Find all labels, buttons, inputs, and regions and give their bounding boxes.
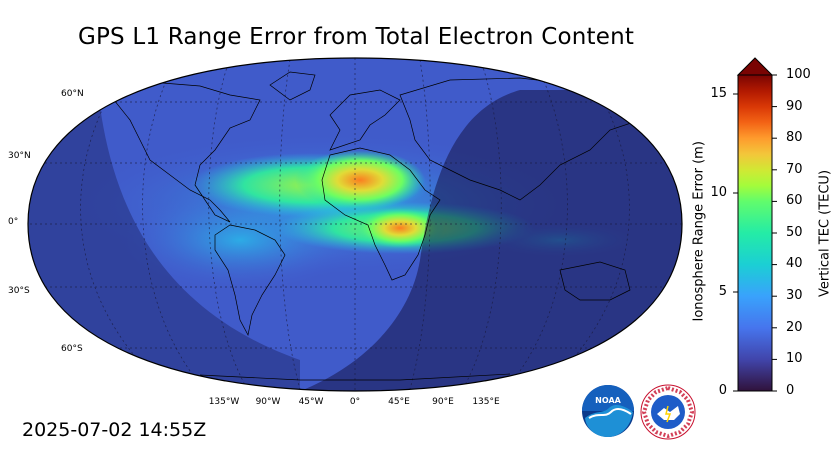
- lon-label-45e: 45°E: [388, 397, 410, 407]
- lon-label-45w: 45°W: [298, 397, 324, 407]
- cb-left-tick-15: 15: [710, 86, 727, 101]
- cb-right-tick-80: 80: [786, 130, 803, 145]
- cb-right-tick-70: 70: [786, 162, 803, 177]
- cb-right-tick-60: 60: [786, 193, 803, 208]
- lon-label-0: 0°: [349, 397, 361, 407]
- cb-right-tick-30: 30: [786, 288, 803, 303]
- coastlines: [109, 71, 641, 381]
- lat-label-60s: 60°S: [61, 344, 83, 354]
- lon-label-90w: 90°W: [255, 397, 281, 407]
- colorbar: [733, 57, 777, 392]
- lat-label-equator: 0°: [8, 217, 19, 227]
- colorbar-extend-arrow: [736, 57, 774, 76]
- night-shade-east: [290, 90, 682, 391]
- cb-left-tick-5: 5: [718, 284, 727, 299]
- cb-right-tick-90: 90: [786, 99, 803, 114]
- noaa-logo-text: NOAA: [595, 396, 621, 405]
- colorbar-left-label: Ionosphere Range Error (m): [691, 141, 707, 322]
- globe-field: [28, 58, 682, 391]
- cb-right-tick-0: 0: [786, 383, 795, 398]
- lon-label-135w: 135°W: [208, 397, 240, 407]
- cb-right-tick-50: 50: [786, 225, 803, 240]
- colorbar-right-label: Vertical TEC (TECU): [817, 169, 832, 298]
- timestamp: 2025-07-02 14:55Z: [22, 419, 207, 441]
- cb-right-tick-10: 10: [786, 351, 803, 366]
- lon-label-90e: 90°E: [432, 397, 454, 407]
- cb-right-tick-100: 100: [786, 67, 811, 82]
- cb-left-tick-10: 10: [710, 185, 727, 200]
- lon-label-135e: 135°E: [472, 397, 500, 407]
- nws-logo: [640, 384, 696, 440]
- lat-label-30n: 30°N: [8, 151, 31, 161]
- cb-right-tick-20: 20: [786, 320, 803, 335]
- cb-left-tick-0: 0: [718, 383, 727, 398]
- night-shade-west: [28, 58, 300, 391]
- lat-label-60n: 60°N: [61, 89, 84, 99]
- lat-label-30s: 30°S: [8, 286, 30, 296]
- map-title: GPS L1 Range Error from Total Electron C…: [77, 24, 635, 50]
- globe-outline: [27, 57, 683, 392]
- noaa-logo: NOAA: [582, 385, 634, 437]
- cb-right-tick-40: 40: [786, 256, 803, 271]
